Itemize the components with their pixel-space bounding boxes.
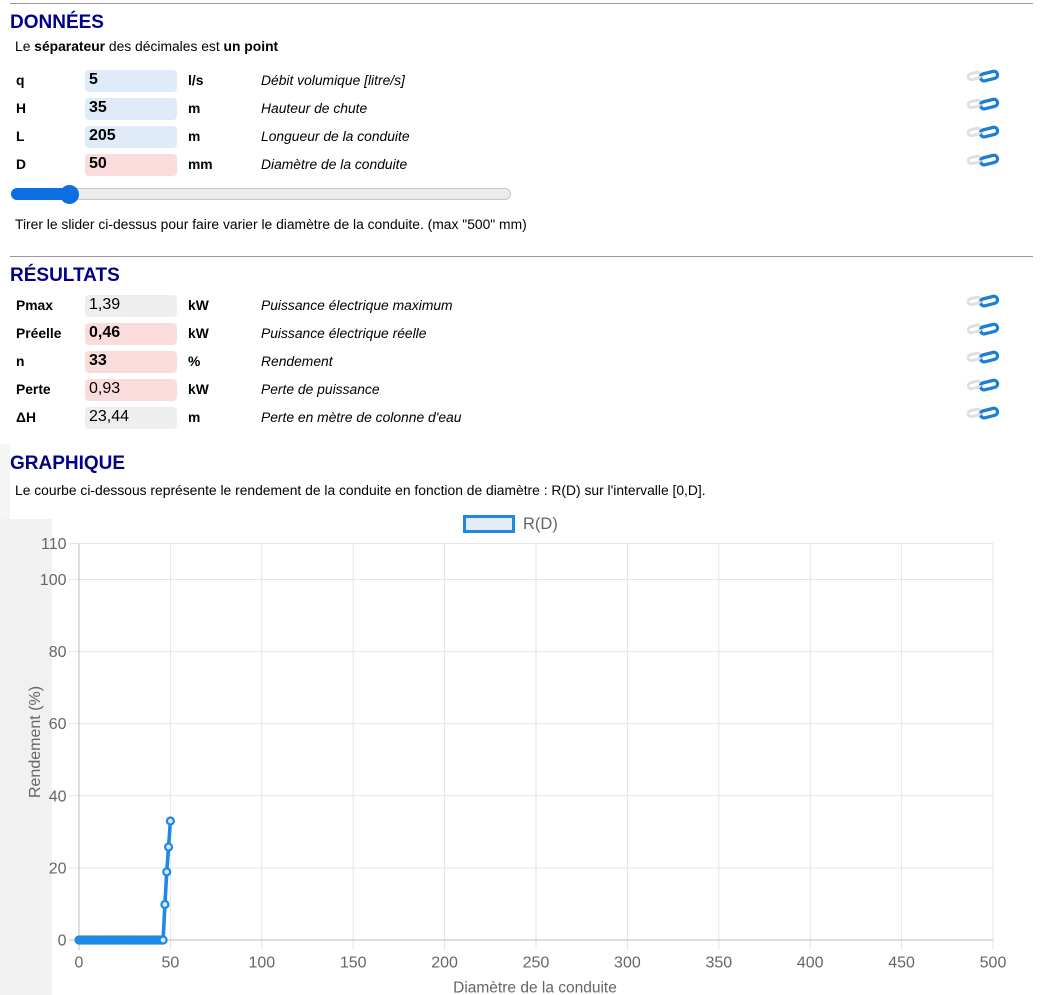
svg-text:500: 500	[980, 954, 1007, 971]
svg-text:100: 100	[248, 954, 275, 971]
svg-text:250: 250	[523, 954, 550, 971]
svg-text:50: 50	[162, 954, 180, 971]
svg-text:80: 80	[49, 644, 67, 661]
svg-text:Diamètre de la conduite: Diamètre de la conduite	[453, 980, 617, 995]
svg-text:40: 40	[49, 788, 67, 805]
svg-text:400: 400	[797, 954, 824, 971]
svg-text:200: 200	[431, 954, 458, 971]
svg-text:0: 0	[75, 954, 84, 971]
svg-text:110: 110	[41, 536, 67, 553]
svg-text:450: 450	[888, 954, 915, 971]
svg-text:350: 350	[705, 954, 732, 971]
svg-text:20: 20	[49, 860, 67, 877]
svg-text:100: 100	[40, 572, 67, 589]
svg-text:150: 150	[340, 954, 367, 971]
svg-text:0: 0	[58, 933, 67, 950]
svg-text:Rendement (%): Rendement (%)	[27, 686, 44, 798]
svg-text:R(D): R(D)	[523, 515, 558, 533]
svg-text:60: 60	[49, 716, 67, 733]
svg-text:300: 300	[614, 954, 641, 971]
